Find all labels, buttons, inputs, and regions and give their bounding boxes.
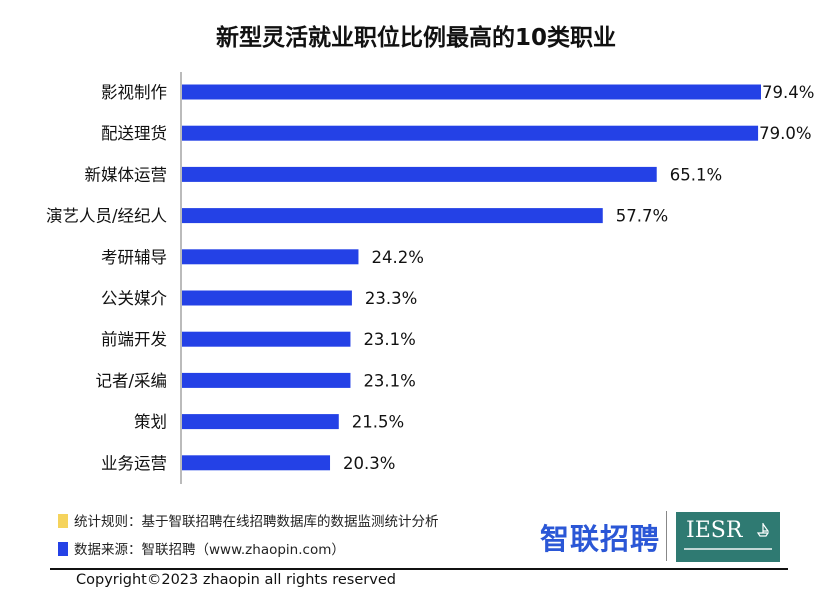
category-label: 配送理货 [101, 124, 167, 143]
category-label: 影视制作 [101, 83, 167, 102]
category-label: 公关媒介 [101, 289, 168, 308]
source-note-text: 数据来源：智联招聘（www.zhaopin.com） [74, 542, 345, 558]
rule-note-text: 统计规则：基于智联招聘在线招聘数据库的数据监测统计分析 [74, 514, 439, 530]
value-label: 65.1% [670, 165, 722, 184]
category-label: 演艺人员/经纪人 [46, 207, 167, 226]
category-label: 记者/采编 [95, 371, 167, 390]
bar [182, 414, 339, 430]
chart-title: 新型灵活就业职位比例最高的10类职业 [215, 25, 616, 51]
value-label: 23.1% [363, 371, 415, 390]
bar [182, 455, 331, 471]
ship-icon [756, 523, 770, 537]
value-label: 24.2% [371, 248, 423, 267]
bar [182, 331, 351, 347]
category-label: 考研辅导 [101, 248, 167, 267]
footer-rule [50, 568, 788, 570]
value-label: 21.5% [352, 413, 404, 432]
category-label: 新媒体运营 [85, 165, 168, 184]
zhaopin-logo: 智联招聘 [540, 522, 661, 556]
bar [182, 166, 657, 182]
bar [182, 249, 359, 265]
iesr-logo-text: IESR [686, 518, 743, 543]
iesr-subtitle-line [684, 548, 772, 550]
copyright-text: Copyright©2023 zhaopin all rights reserv… [76, 572, 396, 588]
bar [182, 125, 759, 141]
iesr-logo: IESR [676, 512, 780, 562]
value-label: 79.0% [759, 124, 811, 143]
rule-note: 统计规则：基于智联招聘在线招聘数据库的数据监测统计分析 [58, 510, 439, 530]
bar [182, 372, 351, 388]
category-label: 业务运营 [101, 454, 167, 473]
value-label: 23.1% [363, 330, 415, 349]
category-label: 前端开发 [101, 330, 167, 349]
value-label: 23.3% [365, 289, 417, 308]
bar [182, 84, 761, 100]
bar-chart: 影视制作 79.4% 配送理货 79.0% 新媒体运营 65.1% 演艺人员/经纪人 57.7… [46, 72, 814, 484]
blue-square-icon [58, 542, 68, 556]
bar [182, 208, 603, 224]
value-label: 57.7% [616, 207, 668, 226]
bar [182, 290, 352, 306]
yellow-square-icon [58, 514, 68, 528]
category-label: 策划 [134, 413, 167, 432]
value-label: 79.4% [762, 83, 814, 102]
source-note: 数据来源：智联招聘（www.zhaopin.com） [58, 538, 345, 558]
value-label: 20.3% [343, 454, 395, 473]
logo-divider [666, 511, 667, 561]
